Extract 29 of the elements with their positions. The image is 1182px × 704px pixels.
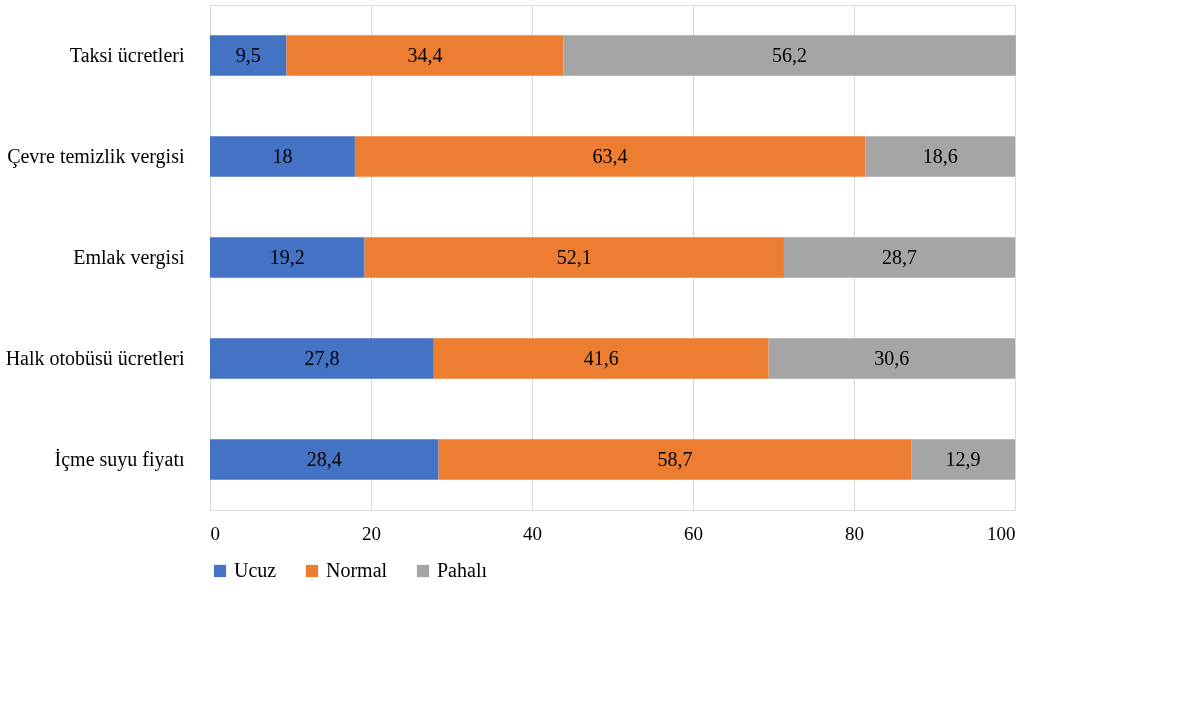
data-label: 58,7 [657, 447, 693, 470]
data-label: 18,6 [922, 144, 958, 167]
legend-label: Ucuz [234, 559, 277, 581]
data-label: 28,4 [306, 447, 342, 470]
legend-label: Pahalı [437, 559, 488, 581]
legend-label: Normal [326, 559, 388, 581]
x-tick-label: 100 [987, 522, 1016, 544]
y-tick-label: Taksi ücretleri [69, 43, 185, 66]
data-label: 27,8 [304, 346, 340, 369]
data-label: 56,2 [772, 43, 808, 66]
x-tick-label: 20 [362, 522, 381, 544]
data-label: 34,4 [407, 43, 443, 66]
data-label: 28,7 [881, 245, 917, 268]
data-label: 30,6 [874, 346, 910, 369]
y-tick-label: Emlak vergisi [73, 245, 185, 269]
data-label: 9,5 [235, 43, 261, 66]
x-tick-label: 0 [210, 522, 220, 544]
y-tick-label: Halk otobüsü ücretleri [5, 346, 185, 369]
x-tick-label: 60 [684, 522, 703, 544]
y-tick-label: Çevre temizlik vergisi [7, 144, 185, 168]
x-tick-label: 80 [845, 522, 864, 544]
data-label: 41,6 [583, 346, 619, 369]
data-label: 63,4 [592, 144, 628, 167]
data-label: 19,2 [269, 245, 305, 268]
data-label: 18 [272, 144, 293, 167]
data-label: 52,1 [556, 245, 592, 268]
x-tick-label: 40 [523, 522, 542, 544]
data-label: 12,9 [945, 447, 981, 470]
y-tick-label: İçme suyu fiyatı [54, 447, 185, 471]
